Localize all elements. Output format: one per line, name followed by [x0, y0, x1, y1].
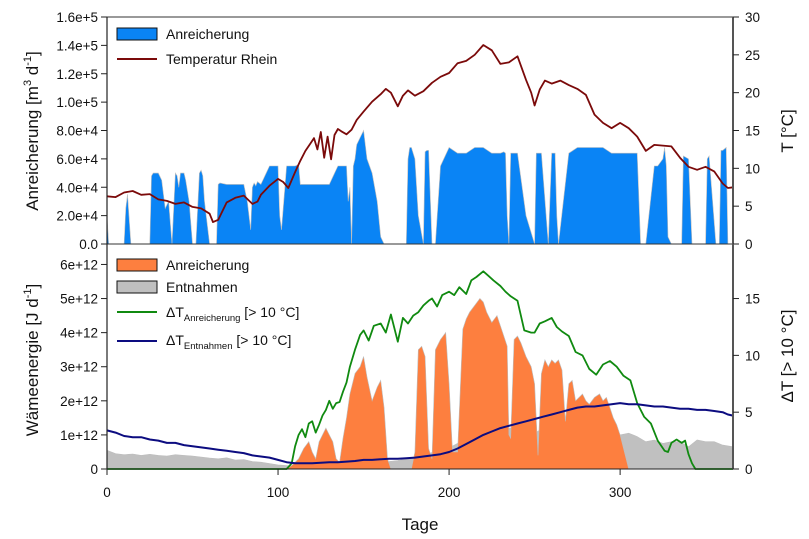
top-y2-tick-label: 10 [745, 161, 760, 176]
top-y2-tick-label: 15 [745, 124, 760, 139]
x-tick-label: 100 [267, 485, 290, 500]
x-tick-label: 300 [609, 485, 632, 500]
x-tick-label: 0 [103, 485, 111, 500]
bottom-y2-tick-label: 0 [745, 462, 753, 477]
bottom-y2-tick-label: 10 [745, 348, 760, 363]
bottom-y-tick-label: 4e+12 [60, 326, 98, 341]
bottom-y-axis-title: Wämeenergie [J d-1] [22, 284, 42, 436]
top-y2-tick-label: 25 [745, 48, 760, 63]
top-right-ticks: 0 5 10 15 20 25 30 [733, 10, 760, 252]
bottom-y-tick-label: 2e+12 [60, 394, 98, 409]
legend-label-anreicherung-volume: Anreicherung [166, 26, 249, 42]
top-y2-tick-label: 5 [745, 199, 753, 214]
bottom-y2-tick-label: 5 [745, 405, 753, 420]
top-y-tick-label: 0.0 [79, 237, 98, 252]
legend-label-entnahmen: Entnahmen [166, 279, 238, 295]
top-y2-tick-label: 20 [745, 86, 760, 101]
bottom-panel: 0 1e+12 2e+12 3e+12 4e+12 5e+12 6e+12 0 5 10 15 0… [22, 244, 797, 534]
series-anreicherung-volume-area [106, 129, 733, 245]
bottom-left-ticks: 0 1e+12 2e+12 3e+12 4e+12 5e+12 6e+12 [60, 257, 107, 477]
series-delta-t-anreicherung-line [107, 270, 733, 470]
temperatur-rhein-line [106, 44, 734, 223]
series-anreicherung-energy-area [107, 298, 733, 470]
legend-swatch-anreicherung-volume [116, 27, 158, 41]
legend-label-delta-t-anreicherung: ΔTAnreicherung [> 10 °C] [166, 304, 299, 324]
x-axis-ticks: 0 100 200 300 [103, 469, 631, 500]
anreicherung-volume-area [106, 129, 733, 245]
top-left-ticks: 0.0 2.0e+4 4.0e+4 6.0e+4 8.0e+4 1.0e+5 1.2e+5 1… [56, 10, 107, 252]
bottom-y-tick-label: 5e+12 [60, 292, 98, 307]
top-y2-axis-title: T [°C] [778, 109, 797, 152]
legend-swatch-entnahmen [116, 280, 158, 294]
top-y-tick-label: 1.0e+5 [56, 95, 98, 110]
bottom-y-tick-label: 6e+12 [60, 257, 98, 272]
legend-swatch-anreicherung-energy [116, 258, 158, 272]
legend-label-temperatur-rhein: Temperatur Rhein [166, 51, 277, 67]
top-panel: 0.0 2.0e+4 4.0e+4 6.0e+4 8.0e+4 1.0e+5 1.2e+5 1… [22, 10, 797, 252]
bottom-legend: Anreicherung Entnahmen ΔTAnreicherung [>… [116, 257, 299, 352]
x-tick-label: 200 [438, 485, 461, 500]
top-y-tick-label: 1.2e+5 [56, 67, 98, 82]
bottom-right-ticks: 0 5 10 15 [733, 292, 760, 477]
delta-t-entnahmen-line [106, 402, 734, 465]
anreicherung-energy-area [107, 298, 733, 470]
top-y-tick-label: 8.0e+4 [56, 124, 98, 139]
bottom-y-tick-label: 3e+12 [60, 360, 98, 375]
top-y-axis-title: Anreicherung [m3 d-1] [22, 51, 42, 211]
legend-label-delta-t-entnahmen: ΔTEntnahmen [> 10 °C] [166, 332, 291, 352]
series-temperatur-rhein-line [106, 44, 734, 223]
top-legend: Anreicherung Temperatur Rhein [116, 26, 277, 67]
bottom-y-tick-label: 1e+12 [60, 428, 98, 443]
bottom-y2-axis-title: ΔT [> 10 °C] [778, 310, 797, 403]
x-axis-title: Tage [402, 515, 439, 534]
top-y-tick-label: 4.0e+4 [56, 180, 98, 195]
bottom-y2-tick-label: 15 [745, 292, 760, 307]
top-y2-tick-label: 0 [745, 237, 753, 252]
top-y-tick-label: 6.0e+4 [56, 152, 98, 167]
series-delta-t-entnahmen-line [106, 402, 734, 465]
top-y-tick-label: 1.6e+5 [56, 10, 98, 25]
top-y-tick-label: 2.0e+4 [56, 209, 98, 224]
top-y2-tick-label: 30 [745, 10, 760, 25]
top-y-tick-label: 1.4e+5 [56, 38, 98, 53]
legend-label-anreicherung-energy: Anreicherung [166, 257, 249, 273]
bottom-y-tick-label: 0 [90, 462, 98, 477]
delta-t-anreicherung-line [107, 270, 733, 470]
